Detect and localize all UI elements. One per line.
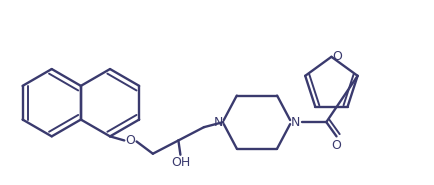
Text: O: O (125, 134, 135, 147)
Text: O: O (332, 50, 342, 63)
Text: N: N (290, 116, 300, 129)
Text: O: O (331, 139, 341, 152)
Text: N: N (213, 116, 222, 129)
Text: OH: OH (171, 156, 190, 169)
